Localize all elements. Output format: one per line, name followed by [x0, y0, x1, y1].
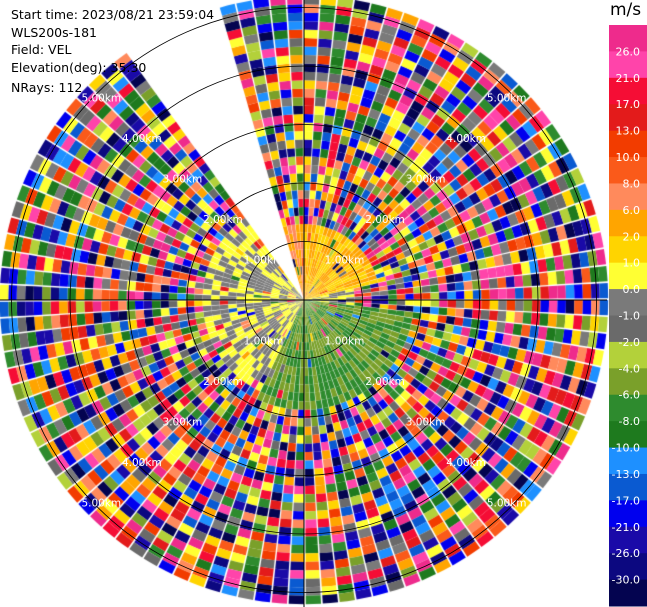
colorbar-tick-label: -4.0 — [619, 362, 640, 375]
colorbar-segment — [609, 473, 647, 501]
range-ring-label: 2.00km — [203, 376, 243, 388]
range-ring-label: 1.00km — [244, 336, 284, 348]
scan-info-panel: Start time: 2023/08/21 23:59:04 WLS200s-… — [11, 6, 214, 97]
colorbar-tick-label: -17.0 — [612, 494, 640, 507]
colorbar-tick-label: -1.0 — [619, 310, 640, 323]
range-ring-label: 5.00km — [487, 92, 527, 104]
colorbar-units: m/s — [610, 0, 642, 20]
colorbar-segment — [609, 209, 647, 237]
colorbar-segment — [609, 553, 647, 581]
colorbar-tick-label: 6.0 — [623, 204, 641, 217]
range-ring-label: 4.00km — [122, 133, 162, 145]
colorbar-segment — [609, 315, 647, 343]
colorbar-tick-label: -26.0 — [612, 547, 640, 560]
colorbar-tick-label: -2.0 — [619, 336, 640, 349]
colorbar-segment — [609, 421, 647, 449]
range-ring-label: 4.00km — [446, 457, 486, 469]
range-ring-label: 5.00km — [81, 498, 121, 510]
colorbar-tick-label: -10.0 — [612, 442, 640, 455]
colorbar-segment — [609, 341, 647, 369]
range-ring-label: 3.00km — [406, 417, 446, 429]
range-ring-label: 2.00km — [365, 376, 405, 388]
colorbar-segment — [609, 262, 647, 290]
colorbar-segment — [609, 183, 647, 211]
colorbar-segment — [609, 526, 647, 554]
colorbar-tick-label: -8.0 — [619, 415, 640, 428]
range-ring-label: 5.00km — [487, 498, 527, 510]
colorbar-tick-label: 2.0 — [623, 230, 641, 243]
range-ring-label: 2.00km — [365, 214, 405, 226]
range-ring-label: 5.00km — [81, 92, 121, 104]
colorbar-segment — [609, 130, 647, 158]
colorbar-tick-label: 8.0 — [623, 177, 641, 190]
range-ring-label: 4.00km — [446, 133, 486, 145]
instrument-label: WLS200s-181 — [11, 24, 97, 40]
colorbar-segment — [609, 77, 647, 105]
colorbar-tick-label: 13.0 — [616, 125, 641, 138]
colorbar-segment — [609, 25, 647, 52]
colorbar-segment — [609, 289, 647, 316]
range-ring-label: 4.00km — [122, 457, 162, 469]
range-ring-label: 1.00km — [325, 336, 365, 348]
colorbar-segment — [609, 368, 647, 396]
nrays-label: NRays: 112 — [11, 80, 83, 95]
range-ring-label: 1.00km — [244, 254, 284, 266]
colorbar-segment — [609, 157, 647, 184]
colorbar-tick-label: 21.0 — [616, 72, 641, 85]
field-label: Field: VEL — [11, 42, 72, 57]
colorbar-segment — [609, 236, 647, 264]
range-ring-label: 2.00km — [203, 214, 243, 226]
colorbar-segment — [609, 104, 647, 132]
colorbar-segment — [609, 500, 647, 528]
colorbar-tick-label: 17.0 — [616, 98, 641, 111]
colorbar-tick-label: 1.0 — [623, 257, 641, 270]
colorbar-tick-label: 0.0 — [623, 283, 641, 296]
start-time-label: Start time: 2023/08/21 23:59:04 — [11, 7, 215, 22]
colorbar-segment — [609, 394, 647, 422]
colorbar-segment — [609, 579, 647, 607]
colorbar-tick-label: 10.0 — [616, 151, 641, 164]
colorbar-tick-label: -30.0 — [612, 574, 640, 587]
colorbar-tick-label: 26.0 — [616, 45, 641, 58]
range-ring-label: 3.00km — [406, 173, 446, 185]
range-ring-label: 3.00km — [163, 173, 203, 185]
range-ring-label: 1.00km — [325, 254, 365, 266]
colorbar-segment — [609, 51, 647, 79]
colorbar-tick-label: -21.0 — [612, 521, 640, 534]
range-ring-label: 3.00km — [163, 417, 203, 429]
colorbar-tick-label: -6.0 — [619, 389, 640, 402]
colorbar-tick-label: -13.0 — [612, 468, 640, 481]
elevation-label: Elevation(deg): 35.30 — [11, 59, 147, 75]
colorbar-segment — [609, 447, 647, 475]
